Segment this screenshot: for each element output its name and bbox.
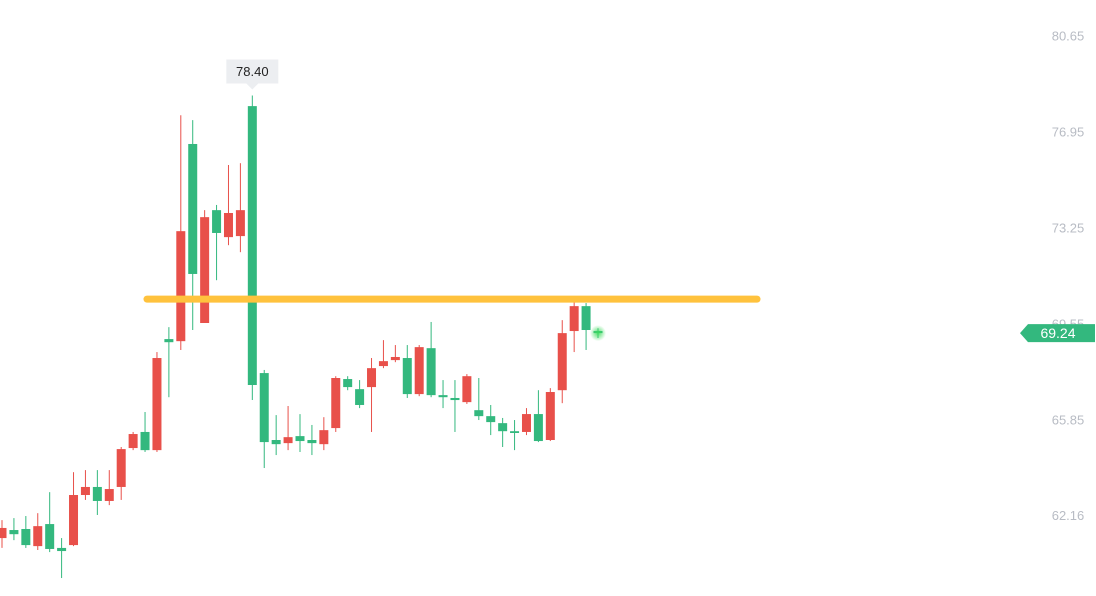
candle-body <box>557 333 567 391</box>
candle-body <box>247 106 257 386</box>
candle-body <box>295 436 305 442</box>
candle-body <box>402 358 412 395</box>
candle-body <box>212 210 222 233</box>
annotation: 78.40 <box>226 59 279 90</box>
candle-body <box>128 434 138 449</box>
candle-body <box>80 486 90 496</box>
last-price: 69.24 <box>1020 324 1095 343</box>
candle-body <box>283 437 293 444</box>
candle-body <box>92 486 102 501</box>
candle-body <box>498 423 508 432</box>
candle-body <box>438 395 448 398</box>
candle-body <box>69 495 79 546</box>
candle-body <box>331 378 341 429</box>
candle-body <box>9 530 19 535</box>
candle-body <box>486 416 496 423</box>
candle-body <box>462 376 472 403</box>
candle-body <box>188 143 198 274</box>
candle-body <box>450 397 460 401</box>
y-tick-label: 76.95 <box>1052 125 1085 140</box>
candle-body <box>367 368 377 388</box>
candle-body <box>223 212 233 238</box>
y-tick-label: 65.85 <box>1052 413 1085 428</box>
candle-body <box>581 306 591 331</box>
candle-body <box>355 389 365 405</box>
candle-body <box>116 449 126 487</box>
candle-body <box>164 339 174 343</box>
candle-body <box>104 489 114 501</box>
y-tick-label: 62.16 <box>1052 508 1085 523</box>
candle-body <box>259 373 269 443</box>
candle-body <box>390 356 400 361</box>
candle-body <box>21 528 31 546</box>
candle-body <box>33 526 43 547</box>
candle-body <box>569 306 579 332</box>
candle-body <box>414 347 424 395</box>
candle-body <box>152 358 162 451</box>
last-price-glow <box>590 325 606 342</box>
candle-body <box>510 431 520 434</box>
annotation-label: 78.40 <box>236 64 269 79</box>
candle-body <box>426 348 436 396</box>
candle-body <box>45 524 55 549</box>
candle-body <box>545 392 555 441</box>
candle-body <box>176 231 186 342</box>
y-tick-label: 80.65 <box>1052 29 1085 44</box>
candle-body <box>533 414 543 442</box>
candle-body <box>307 440 317 444</box>
candle-body <box>343 379 353 388</box>
annotation-box <box>226 59 279 90</box>
last-price-label: 69.24 <box>1040 325 1075 341</box>
candle-body <box>271 440 281 445</box>
candle-body <box>319 430 329 445</box>
candle-body <box>474 410 484 417</box>
candle-body <box>521 414 531 432</box>
last-price-tag <box>1020 324 1095 343</box>
candle-body <box>200 217 210 324</box>
candle-body <box>140 431 150 451</box>
candle-body <box>235 210 245 237</box>
candle-body <box>378 361 388 367</box>
candle-body <box>57 547 67 552</box>
y-tick-label: 73.25 <box>1052 221 1085 236</box>
candle-body <box>0 527 7 539</box>
